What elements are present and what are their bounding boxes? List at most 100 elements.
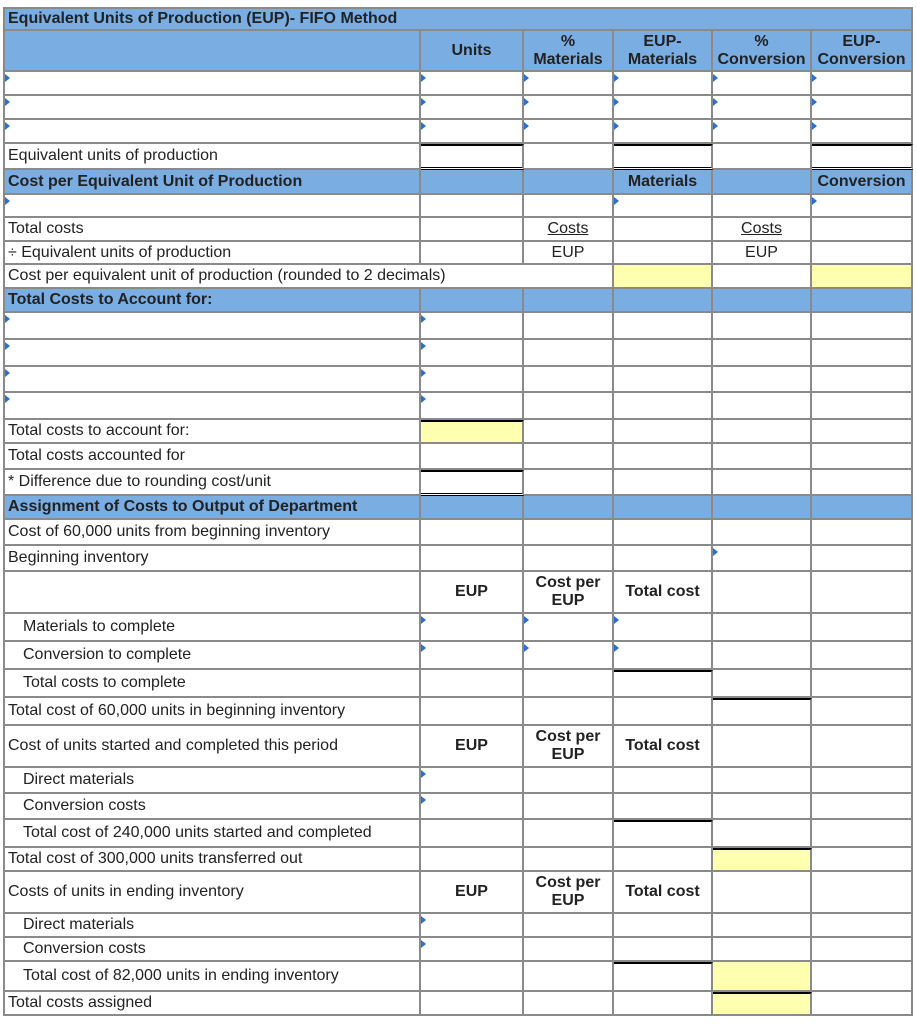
value-cell[interactable]	[614, 313, 713, 340]
value-cell[interactable]	[713, 520, 812, 546]
value-cell[interactable]	[812, 313, 913, 340]
value-cell[interactable]	[812, 872, 913, 914]
value-cell[interactable]	[614, 546, 713, 572]
value-cell[interactable]	[812, 420, 913, 444]
value-cell[interactable]	[812, 614, 913, 642]
value-cell[interactable]	[614, 444, 713, 470]
value-cell[interactable]	[614, 820, 713, 848]
value-cell[interactable]	[713, 962, 812, 992]
value-cell[interactable]	[421, 242, 524, 265]
value-cell[interactable]	[421, 848, 524, 872]
value-cell[interactable]	[713, 444, 812, 470]
value-cell[interactable]	[713, 848, 812, 872]
value-cell[interactable]	[421, 642, 524, 670]
row-label-input[interactable]	[3, 340, 421, 367]
value-cell[interactable]	[713, 72, 812, 96]
value-cell[interactable]	[614, 96, 713, 120]
value-cell[interactable]	[524, 195, 614, 218]
value-cell[interactable]	[421, 768, 524, 794]
value-cell[interactable]	[524, 72, 614, 96]
value-cell[interactable]	[524, 962, 614, 992]
value-cell[interactable]	[812, 393, 913, 420]
value-cell[interactable]	[812, 938, 913, 962]
value-cell[interactable]	[614, 698, 713, 726]
value-cell[interactable]	[614, 242, 713, 265]
value-cell[interactable]	[713, 914, 812, 938]
value-cell[interactable]	[421, 144, 524, 170]
value-cell[interactable]	[614, 614, 713, 642]
value-cell[interactable]	[524, 848, 614, 872]
value-cell[interactable]	[713, 96, 812, 120]
value-cell[interactable]	[614, 670, 713, 698]
value-cell[interactable]	[812, 265, 913, 289]
value-cell[interactable]	[713, 642, 812, 670]
value-cell[interactable]	[421, 614, 524, 642]
value-cell[interactable]	[524, 520, 614, 546]
value-cell[interactable]	[524, 820, 614, 848]
value-cell[interactable]	[812, 572, 913, 614]
value-cell[interactable]	[421, 120, 524, 144]
value-cell[interactable]	[614, 218, 713, 242]
value-cell[interactable]	[713, 144, 812, 170]
value-cell[interactable]	[614, 520, 713, 546]
value-cell[interactable]	[713, 938, 812, 962]
value-cell[interactable]	[421, 520, 524, 546]
value-cell[interactable]	[524, 420, 614, 444]
value-cell[interactable]	[421, 340, 524, 367]
value-cell[interactable]	[524, 614, 614, 642]
row-label-input[interactable]	[3, 393, 421, 420]
value-cell[interactable]	[812, 768, 913, 794]
value-cell[interactable]	[812, 642, 913, 670]
value-cell[interactable]	[713, 265, 812, 289]
value-cell[interactable]	[524, 313, 614, 340]
value-cell[interactable]	[614, 72, 713, 96]
value-cell[interactable]	[421, 393, 524, 420]
value-cell[interactable]	[812, 848, 913, 872]
value-cell[interactable]	[713, 670, 812, 698]
value-cell[interactable]	[421, 218, 524, 242]
value-cell[interactable]	[524, 794, 614, 820]
value-cell[interactable]	[524, 120, 614, 144]
value-cell[interactable]	[614, 340, 713, 367]
value-cell[interactable]	[421, 962, 524, 992]
row-label-input[interactable]	[3, 120, 421, 144]
value-cell[interactable]	[713, 546, 812, 572]
value-cell[interactable]	[421, 313, 524, 340]
value-cell[interactable]	[713, 614, 812, 642]
row-label-input[interactable]	[3, 313, 421, 340]
value-cell[interactable]	[421, 195, 524, 218]
value-cell[interactable]	[524, 393, 614, 420]
value-cell[interactable]	[812, 698, 913, 726]
value-cell[interactable]	[713, 313, 812, 340]
value-cell[interactable]	[812, 962, 913, 992]
value-cell[interactable]	[421, 72, 524, 96]
value-cell[interactable]	[614, 992, 713, 1016]
value-cell[interactable]	[614, 144, 713, 170]
value-cell[interactable]	[421, 820, 524, 848]
value-cell[interactable]	[713, 992, 812, 1016]
value-cell[interactable]	[812, 546, 913, 572]
value-cell[interactable]	[421, 914, 524, 938]
value-cell[interactable]	[713, 698, 812, 726]
value-cell[interactable]	[614, 120, 713, 144]
value-cell[interactable]	[421, 420, 524, 444]
value-cell[interactable]	[713, 726, 812, 768]
value-cell[interactable]	[524, 768, 614, 794]
value-cell[interactable]	[524, 340, 614, 367]
value-cell[interactable]	[614, 794, 713, 820]
value-cell[interactable]	[524, 367, 614, 393]
value-cell[interactable]	[614, 393, 713, 420]
value-cell[interactable]	[524, 938, 614, 962]
value-cell[interactable]	[524, 642, 614, 670]
value-cell[interactable]	[614, 848, 713, 872]
value-cell[interactable]	[713, 872, 812, 914]
value-cell[interactable]	[614, 470, 713, 496]
value-cell[interactable]	[812, 992, 913, 1016]
value-cell[interactable]	[421, 546, 524, 572]
value-cell[interactable]	[812, 96, 913, 120]
value-cell[interactable]	[524, 444, 614, 470]
value-cell[interactable]	[421, 96, 524, 120]
value-cell[interactable]	[713, 393, 812, 420]
value-cell[interactable]	[421, 698, 524, 726]
value-cell[interactable]	[524, 992, 614, 1016]
